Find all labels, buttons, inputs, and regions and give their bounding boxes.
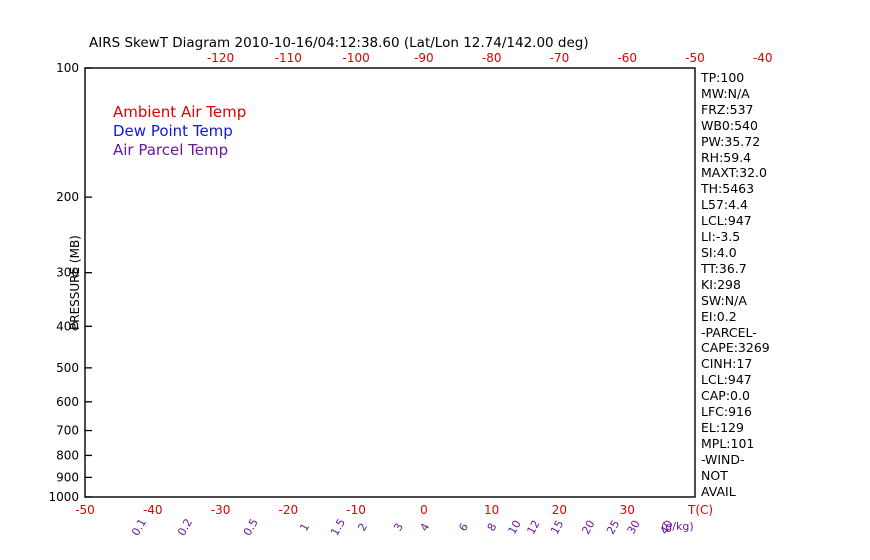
parameter-item-parcel: -PARCEL- xyxy=(701,324,757,340)
pressure-tick-600: 600 xyxy=(56,395,79,409)
parameter-item-tp: TP:100 xyxy=(701,70,745,85)
pressure-tick-500: 500 xyxy=(56,361,79,375)
top-temp-tick--120: -120 xyxy=(207,51,234,65)
bottom-temp-tick--40: -40 xyxy=(143,503,163,517)
mixing-ratio-tick-20: 20 xyxy=(579,518,597,537)
mixing-ratio-tick-30: 30 xyxy=(625,518,643,537)
top-temp-tick--90: -90 xyxy=(414,51,434,65)
parameter-item-cape: CAPE:3269 xyxy=(701,340,770,356)
parameter-item-not: NOT xyxy=(701,467,728,483)
mixing-ratio-tick-40: 40 xyxy=(658,518,676,537)
parameter-item-avail: AVAIL xyxy=(701,483,736,499)
parameter-item-l57: L57:4.4 xyxy=(701,197,748,213)
parameter-item-tt: TT:36.7 xyxy=(701,260,747,276)
pressure-tick-300: 300 xyxy=(56,266,79,280)
pressure-tick-100: 100 xyxy=(56,61,79,75)
bottom-temp-tick--50: -50 xyxy=(75,503,95,517)
top-temp-tick--70: -70 xyxy=(550,51,570,65)
pressure-tick-200: 200 xyxy=(56,190,79,204)
parameter-item-li: LI:-3.5 xyxy=(701,229,741,245)
bottom-temp-tick--30: -30 xyxy=(211,503,231,517)
parameter-item-wind: -WIND- xyxy=(701,451,745,467)
top-temp-tick--110: -110 xyxy=(275,51,302,65)
mixing-ratio-tick-25: 25 xyxy=(604,518,622,537)
parameter-item-cinh: CINH:17 xyxy=(701,356,753,372)
parameter-item-wb0: WB0:540 xyxy=(701,117,758,133)
parameter-item-maxt: MAXT:32.0 xyxy=(701,165,767,181)
pressure-tick-700: 700 xyxy=(56,424,79,438)
parameter-item-ki: KI:298 xyxy=(701,276,741,292)
top-temp-tick--100: -100 xyxy=(342,51,369,65)
parameter-item-mpl: MPL:101 xyxy=(701,435,755,451)
pressure-tick-400: 400 xyxy=(56,319,79,333)
pressure-tick-800: 800 xyxy=(56,448,79,462)
top-temp-tick--80: -80 xyxy=(482,51,502,65)
top-temp-tick--40: -40 xyxy=(753,51,773,65)
top-temp-tick--50: -50 xyxy=(685,51,705,65)
parameter-item-lfc: LFC:916 xyxy=(701,404,752,420)
parameter-item-si: SI:4.0 xyxy=(701,244,737,260)
parameter-item-rh: RH:59.4 xyxy=(701,149,752,165)
top-temp-tick--60: -60 xyxy=(617,51,637,65)
mixing-ratio-tick-12: 12 xyxy=(525,518,543,537)
parameter-item-mw: MW:N/A xyxy=(701,85,750,101)
parameter-item-el: EL:129 xyxy=(701,419,744,435)
bottom-temp-tick--10: -10 xyxy=(346,503,366,517)
bottom-temp-tick-20: 20 xyxy=(552,503,567,517)
bottom-temp-tick--20: -20 xyxy=(279,503,299,517)
parameter-item-ei: EI:0.2 xyxy=(701,308,737,324)
pressure-tick-900: 900 xyxy=(56,470,79,484)
parameter-item-pw: PW:35.72 xyxy=(701,133,761,149)
bottom-temp-tick-10: 10 xyxy=(484,503,499,517)
mixing-ratio-tick-15: 15 xyxy=(548,518,566,537)
parameter-item-frz: FRZ:537 xyxy=(701,101,754,117)
mixing-ratio-tick-10: 10 xyxy=(506,518,524,537)
parameter-item-cap: CAP:0.0 xyxy=(701,388,750,404)
parameter-item-lcl: LCL:947 xyxy=(701,372,752,388)
parameter-item-lcl: LCL:947 xyxy=(701,213,752,229)
parameter-panel: TP:100 MW:N/A FRZ:537 WB0:540 PW:35.72 RH:59.… xyxy=(701,70,787,499)
pressure-tick-1000: 1000 xyxy=(48,490,79,504)
parameter-item-sw: SW:N/A xyxy=(701,292,747,308)
bottom-temp-tick-0: 0 xyxy=(420,503,428,517)
parameter-item-th: TH:5463 xyxy=(701,181,755,197)
bottom-temp-tick-30: 30 xyxy=(620,503,635,517)
